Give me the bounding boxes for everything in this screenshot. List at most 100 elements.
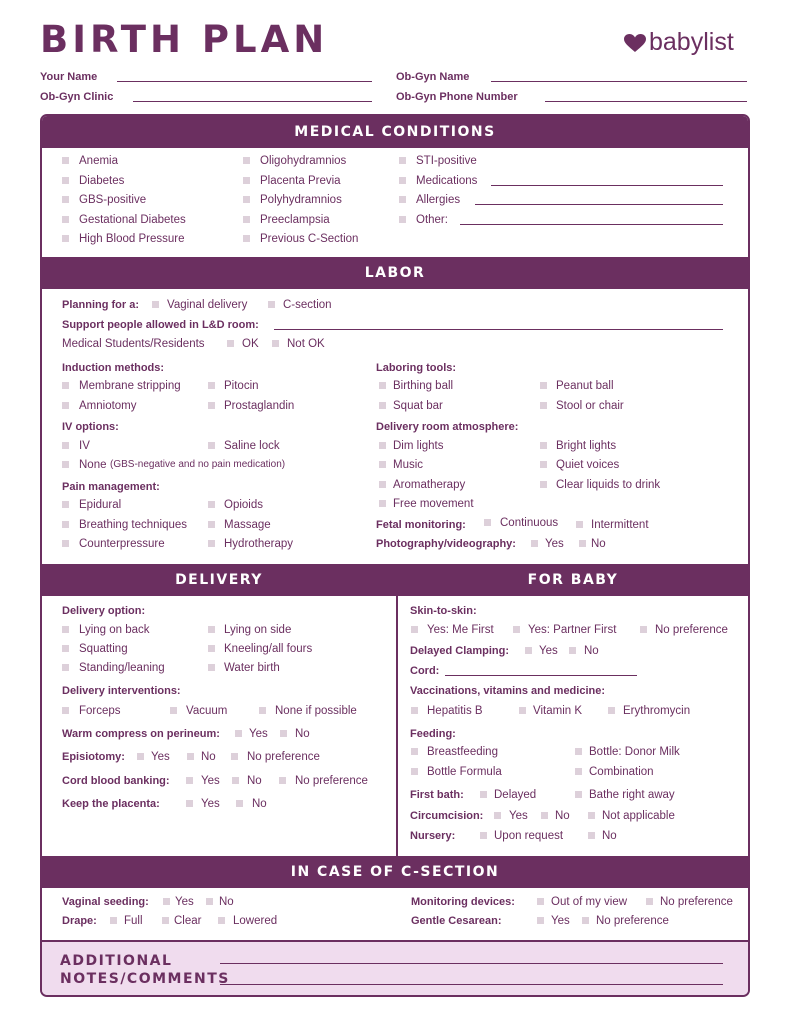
checkbox[interactable] [62, 645, 69, 652]
checkbox[interactable] [62, 501, 69, 508]
checkbox[interactable] [541, 812, 548, 819]
checkbox[interactable] [243, 216, 250, 223]
obgyn-clinic-input[interactable] [133, 101, 372, 102]
checkbox[interactable] [187, 753, 194, 760]
checkbox[interactable] [62, 442, 69, 449]
checkbox[interactable] [170, 707, 177, 714]
checkbox[interactable] [236, 800, 243, 807]
checkbox[interactable] [540, 442, 547, 449]
checkbox[interactable] [379, 402, 386, 409]
notes-input-line-2[interactable] [220, 984, 723, 985]
checkbox[interactable] [62, 540, 69, 547]
checkbox[interactable] [227, 340, 234, 347]
checkbox[interactable] [279, 777, 286, 784]
checkbox[interactable] [208, 626, 215, 633]
checkbox[interactable] [62, 177, 69, 184]
checkbox[interactable] [137, 753, 144, 760]
checkbox[interactable] [540, 402, 547, 409]
checkbox[interactable] [62, 157, 69, 164]
checkbox[interactable] [152, 301, 159, 308]
checkbox[interactable] [208, 501, 215, 508]
checkbox[interactable] [243, 157, 250, 164]
checkbox[interactable] [640, 626, 647, 633]
checkbox[interactable] [62, 216, 69, 223]
checkbox[interactable] [379, 500, 386, 507]
checkbox[interactable] [235, 730, 242, 737]
checkbox[interactable] [62, 196, 69, 203]
obgyn-name-input[interactable] [491, 81, 747, 82]
notes-input-line-1[interactable] [220, 963, 723, 964]
checkbox[interactable] [537, 898, 544, 905]
checkbox[interactable] [608, 707, 615, 714]
checkbox[interactable] [243, 196, 250, 203]
checkbox[interactable] [259, 707, 266, 714]
checkbox[interactable] [411, 626, 418, 633]
checkbox[interactable] [540, 461, 547, 468]
checkbox[interactable] [62, 235, 69, 242]
checkbox[interactable] [110, 917, 117, 924]
checkbox[interactable] [62, 521, 69, 528]
checkbox[interactable] [268, 301, 275, 308]
checkbox[interactable] [208, 521, 215, 528]
checkbox[interactable] [588, 832, 595, 839]
checkbox[interactable] [379, 442, 386, 449]
checkbox[interactable] [575, 768, 582, 775]
checkbox[interactable] [588, 812, 595, 819]
checkbox[interactable] [582, 917, 589, 924]
checkbox[interactable] [646, 898, 653, 905]
cord-input[interactable] [445, 675, 637, 676]
checkbox[interactable] [519, 707, 526, 714]
checkbox[interactable] [494, 812, 501, 819]
checkbox[interactable] [208, 402, 215, 409]
allergies-input[interactable] [475, 204, 723, 205]
checkbox[interactable] [411, 748, 418, 755]
checkbox[interactable] [62, 461, 69, 468]
checkbox[interactable] [243, 177, 250, 184]
checkbox[interactable] [62, 707, 69, 714]
checkbox[interactable] [480, 791, 487, 798]
checkbox[interactable] [163, 898, 170, 905]
checkbox[interactable] [540, 382, 547, 389]
checkbox[interactable] [243, 235, 250, 242]
checkbox[interactable] [411, 707, 418, 714]
checkbox[interactable] [272, 340, 279, 347]
checkbox[interactable] [484, 519, 491, 526]
checkbox[interactable] [399, 177, 406, 184]
checkbox[interactable] [232, 777, 239, 784]
checkbox[interactable] [513, 626, 520, 633]
checkbox[interactable] [186, 777, 193, 784]
checkbox[interactable] [208, 442, 215, 449]
support-people-input[interactable] [274, 329, 723, 330]
checkbox[interactable] [576, 521, 583, 528]
checkbox[interactable] [379, 382, 386, 389]
checkbox[interactable] [379, 461, 386, 468]
checkbox[interactable] [525, 647, 532, 654]
checkbox[interactable] [399, 216, 406, 223]
checkbox[interactable] [411, 768, 418, 775]
checkbox[interactable] [537, 917, 544, 924]
checkbox[interactable] [208, 645, 215, 652]
medications-input[interactable] [491, 185, 723, 186]
checkbox[interactable] [62, 664, 69, 671]
checkbox[interactable] [540, 481, 547, 488]
checkbox[interactable] [186, 800, 193, 807]
other-input[interactable] [460, 224, 723, 225]
checkbox[interactable] [208, 382, 215, 389]
checkbox[interactable] [280, 730, 287, 737]
checkbox[interactable] [62, 402, 69, 409]
checkbox[interactable] [399, 196, 406, 203]
checkbox[interactable] [379, 481, 386, 488]
checkbox[interactable] [62, 382, 69, 389]
obgyn-phone-input[interactable] [545, 101, 747, 102]
your-name-input[interactable] [117, 81, 372, 82]
checkbox[interactable] [579, 540, 586, 547]
checkbox[interactable] [208, 664, 215, 671]
checkbox[interactable] [399, 157, 406, 164]
checkbox[interactable] [569, 647, 576, 654]
checkbox[interactable] [480, 832, 487, 839]
checkbox[interactable] [531, 540, 538, 547]
checkbox[interactable] [575, 791, 582, 798]
checkbox[interactable] [218, 917, 225, 924]
checkbox[interactable] [575, 748, 582, 755]
checkbox[interactable] [62, 626, 69, 633]
